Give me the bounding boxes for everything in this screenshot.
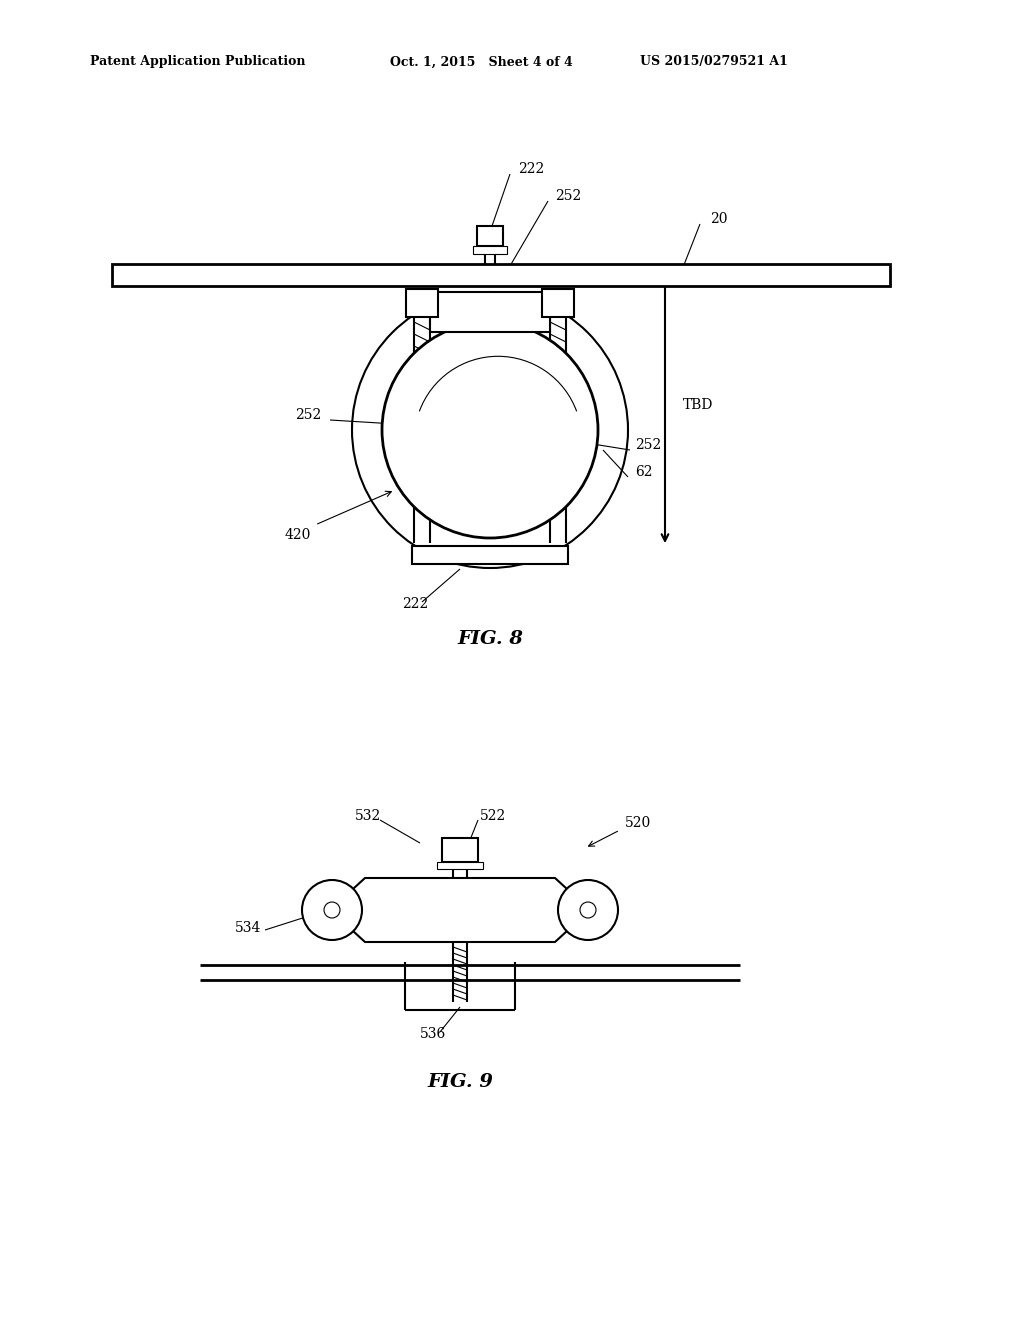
Text: 522: 522 bbox=[480, 809, 506, 822]
Bar bbox=[112, 264, 890, 286]
Bar bbox=[437, 862, 483, 869]
Polygon shape bbox=[330, 878, 590, 942]
Text: 222: 222 bbox=[402, 597, 428, 611]
Text: 534: 534 bbox=[234, 921, 261, 935]
Text: 252: 252 bbox=[295, 408, 322, 422]
Ellipse shape bbox=[352, 292, 628, 568]
Text: Oct. 1, 2015   Sheet 4 of 4: Oct. 1, 2015 Sheet 4 of 4 bbox=[390, 55, 572, 69]
Bar bbox=[430, 292, 550, 333]
Bar bbox=[406, 289, 438, 317]
Text: 62: 62 bbox=[635, 465, 652, 479]
Text: 222: 222 bbox=[518, 162, 544, 176]
Bar bbox=[542, 289, 574, 317]
Text: 20: 20 bbox=[710, 213, 727, 226]
Ellipse shape bbox=[324, 902, 340, 917]
Text: 532: 532 bbox=[355, 809, 381, 822]
Ellipse shape bbox=[580, 902, 596, 917]
Text: 520: 520 bbox=[625, 816, 651, 830]
Bar bbox=[412, 546, 568, 564]
Bar bbox=[442, 838, 478, 862]
Ellipse shape bbox=[364, 304, 616, 556]
Text: 420: 420 bbox=[285, 528, 311, 543]
Text: FIG. 9: FIG. 9 bbox=[427, 1073, 493, 1092]
Text: TBD: TBD bbox=[683, 399, 714, 412]
Text: 536: 536 bbox=[420, 1027, 446, 1041]
Text: FIG. 8: FIG. 8 bbox=[457, 630, 523, 648]
Text: 252: 252 bbox=[635, 438, 662, 451]
Bar bbox=[477, 226, 503, 246]
Ellipse shape bbox=[558, 880, 618, 940]
Ellipse shape bbox=[382, 322, 598, 539]
Text: US 2015/0279521 A1: US 2015/0279521 A1 bbox=[640, 55, 787, 69]
Text: Patent Application Publication: Patent Application Publication bbox=[90, 55, 305, 69]
Text: 252: 252 bbox=[555, 189, 582, 203]
Ellipse shape bbox=[302, 880, 362, 940]
Bar bbox=[473, 246, 507, 253]
